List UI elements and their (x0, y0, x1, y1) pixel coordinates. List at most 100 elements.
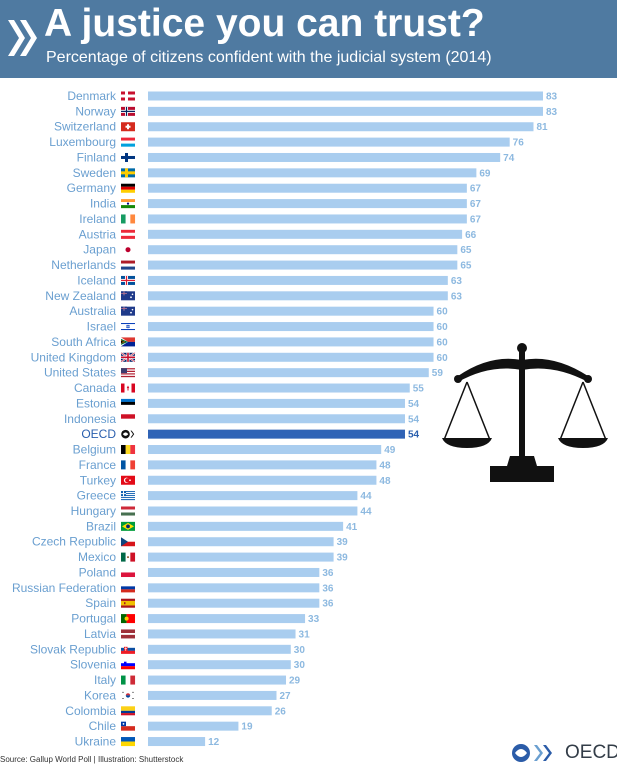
oecd-logo-icon (121, 429, 135, 439)
value-label: 63 (451, 291, 463, 302)
value-label: 54 (408, 430, 420, 441)
bar-belgium (148, 445, 382, 455)
bar-canada (148, 383, 410, 393)
value-label: 41 (346, 522, 358, 533)
category-label: Mexico (78, 550, 116, 564)
dk-flag-icon (121, 91, 135, 101)
category-label: Colombia (65, 704, 116, 718)
ca-flag-icon (121, 383, 135, 393)
bar-portugal (148, 614, 306, 624)
value-label: 74 (503, 153, 515, 164)
scales-of-justice-icon (442, 343, 608, 482)
bar-poland (148, 567, 320, 577)
value-label: 48 (379, 476, 391, 487)
ee-flag-icon (121, 398, 135, 408)
value-label: 60 (437, 307, 449, 318)
category-label: Brazil (86, 519, 116, 533)
value-label: 67 (470, 214, 482, 225)
bar-brazil (148, 521, 344, 531)
category-label: Korea (84, 688, 116, 702)
id-flag-icon (121, 414, 135, 424)
category-label: OECD (81, 427, 116, 441)
category-label: Chile (89, 719, 117, 733)
cl-flag-icon (121, 721, 135, 731)
bar-sweden (148, 168, 477, 178)
au-flag-icon (121, 306, 135, 316)
bar-spain (148, 598, 320, 608)
value-label: 44 (360, 506, 372, 517)
mx-flag-icon (121, 552, 136, 562)
bar-estonia (148, 398, 405, 408)
is-flag-icon (121, 275, 135, 285)
page-subtitle: Percentage of citizens confident with th… (46, 49, 492, 66)
cz-flag-icon (121, 537, 135, 547)
bar-slovak-republic (148, 644, 291, 654)
value-label: 59 (432, 368, 444, 379)
sk-flag-icon (121, 644, 135, 654)
value-label: 54 (408, 399, 420, 410)
value-label: 54 (408, 414, 420, 425)
value-label: 66 (465, 230, 477, 241)
value-label: 12 (208, 737, 220, 748)
bar-france (148, 460, 377, 470)
jp-flag-icon (121, 245, 135, 255)
gr-flag-icon (121, 491, 135, 501)
value-label: 26 (275, 706, 287, 717)
category-label: Turkey (80, 473, 116, 487)
us-flag-icon (121, 368, 135, 378)
hu-flag-icon (121, 506, 135, 516)
value-label: 67 (470, 184, 482, 195)
category-label: New Zealand (45, 289, 116, 303)
ua-flag-icon (121, 737, 135, 747)
in-flag-icon (121, 199, 135, 209)
value-label: 31 (299, 629, 311, 640)
za-flag-icon (121, 337, 135, 347)
value-label: 76 (513, 138, 525, 149)
value-label: 83 (546, 107, 558, 118)
pl-flag-icon (121, 567, 135, 578)
pt-flag-icon (121, 614, 135, 624)
category-label: Greece (77, 489, 117, 503)
category-label: India (90, 197, 116, 211)
tr-flag-icon (121, 475, 135, 485)
bar-japan (148, 245, 458, 255)
category-label: Spain (85, 596, 116, 610)
value-label: 27 (279, 691, 291, 702)
category-label: Austria (79, 227, 117, 241)
si-flag-icon (121, 660, 135, 670)
category-label: Ireland (79, 212, 116, 226)
bar-united-states (148, 368, 429, 378)
value-label: 83 (546, 92, 558, 103)
bar-netherlands (148, 260, 458, 270)
category-label: France (79, 458, 117, 472)
category-label: Slovak Republic (30, 642, 116, 656)
at-flag-icon (121, 229, 135, 239)
category-label: Finland (77, 150, 116, 164)
category-label: Denmark (67, 89, 117, 103)
bar-luxembourg (148, 137, 510, 147)
category-label: Slovenia (70, 658, 116, 672)
category-label: Australia (69, 304, 116, 318)
category-label: Germany (67, 181, 116, 195)
bar-indonesia (148, 414, 405, 424)
be-flag-icon (121, 445, 136, 455)
ru-flag-icon (121, 583, 135, 593)
value-label: 29 (289, 676, 301, 687)
value-label: 39 (337, 553, 349, 564)
kr-flag-icon (121, 690, 135, 700)
value-label: 30 (294, 660, 306, 671)
no-flag-icon (121, 106, 135, 116)
page-title: A justice you can trust? (44, 2, 485, 45)
category-label: Czech Republic (32, 535, 116, 549)
value-label: 36 (322, 583, 334, 594)
category-label: Canada (74, 381, 116, 395)
bar-new-zealand (148, 291, 448, 301)
category-label: Indonesia (64, 412, 116, 426)
category-label: Estonia (76, 396, 116, 410)
category-label: Belgium (73, 443, 116, 457)
br-flag-icon (121, 521, 135, 531)
value-label: 55 (413, 384, 425, 395)
oecd-logo-icon (512, 744, 552, 762)
value-label: 60 (437, 353, 449, 364)
bar-mexico (148, 552, 334, 562)
